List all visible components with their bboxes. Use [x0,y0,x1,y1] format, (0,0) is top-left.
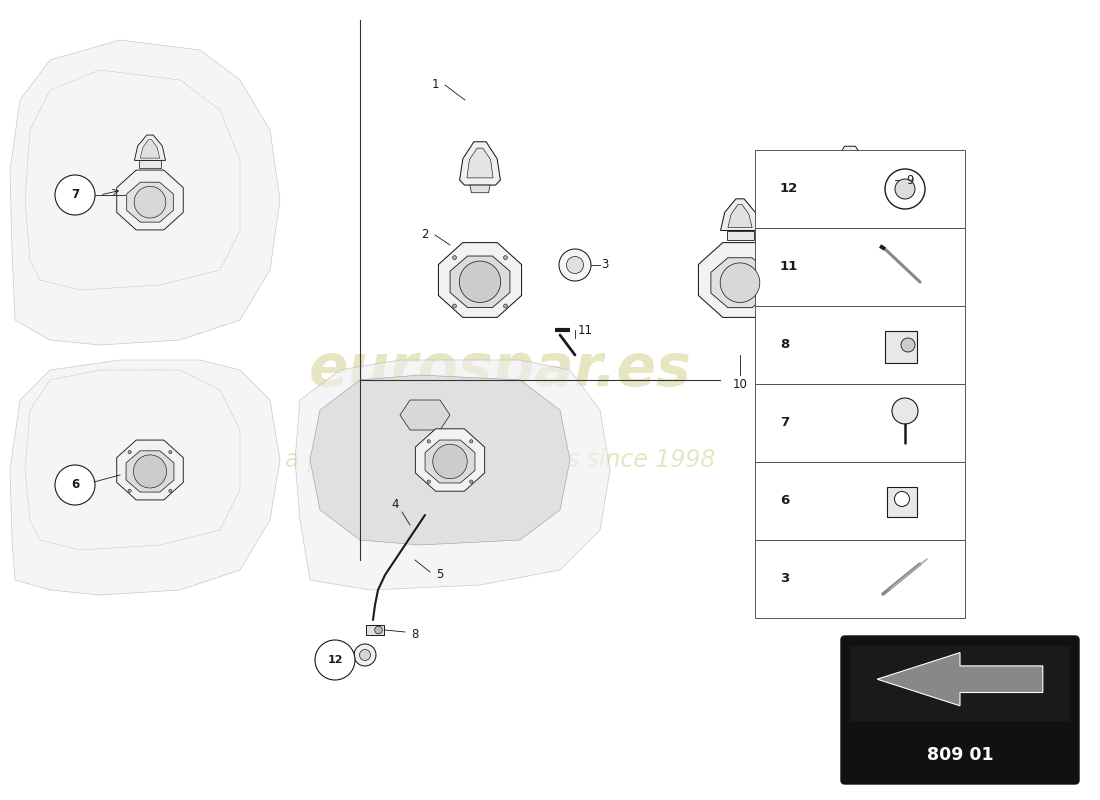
Bar [755,150,965,228]
Text: 11: 11 [578,323,593,337]
Text: 6: 6 [780,494,790,507]
Bar [755,228,965,306]
Text: 3: 3 [780,573,790,586]
Text: 7: 7 [780,417,789,430]
Text: 809 01: 809 01 [926,746,993,764]
Polygon shape [711,258,769,308]
Polygon shape [726,230,754,239]
Bar [755,384,965,462]
Bar [886,331,917,363]
Polygon shape [877,653,1043,706]
Polygon shape [141,140,160,158]
Text: 11: 11 [780,261,799,274]
Text: 12: 12 [328,655,343,665]
Text: 1: 1 [431,78,439,91]
Polygon shape [416,429,485,491]
Text: 5: 5 [437,569,443,582]
Text: eurospar.es: eurospar.es [309,342,692,398]
Polygon shape [126,451,174,492]
Bar [755,540,965,618]
Text: 12: 12 [780,182,799,195]
Circle shape [901,338,915,352]
Text: 8: 8 [411,629,419,642]
Circle shape [55,465,95,505]
Text: 4: 4 [392,498,398,511]
Bar [850,646,1070,722]
Polygon shape [450,256,510,307]
Bar [887,487,917,517]
Circle shape [360,650,371,661]
Polygon shape [720,199,759,230]
Text: 3: 3 [602,258,608,271]
Polygon shape [400,400,450,430]
Text: 9: 9 [906,174,914,186]
Circle shape [168,490,172,492]
Polygon shape [466,148,493,178]
Text: 7: 7 [70,189,79,202]
Text: 2: 2 [421,229,429,242]
Polygon shape [134,135,166,160]
Polygon shape [10,40,280,345]
Circle shape [375,626,383,634]
Circle shape [427,480,430,483]
FancyBboxPatch shape [842,636,1079,784]
Circle shape [427,440,430,443]
Circle shape [128,490,131,492]
Circle shape [134,186,166,218]
Bar [755,306,965,384]
Circle shape [470,480,473,483]
Polygon shape [425,440,475,483]
Text: 6: 6 [70,478,79,491]
Polygon shape [117,170,184,230]
Circle shape [315,640,355,680]
Polygon shape [140,160,161,168]
Polygon shape [698,242,782,318]
Circle shape [892,398,918,424]
Circle shape [895,179,915,199]
Polygon shape [832,146,868,185]
Polygon shape [10,360,280,595]
Polygon shape [728,205,752,228]
Circle shape [168,450,172,454]
Circle shape [128,450,131,454]
Circle shape [452,304,456,308]
Polygon shape [117,440,184,500]
Circle shape [894,491,910,506]
Bar [755,462,965,540]
Text: 8: 8 [780,338,790,351]
Polygon shape [842,185,859,191]
Polygon shape [126,182,174,222]
Circle shape [504,304,507,308]
Polygon shape [838,152,861,178]
Circle shape [504,256,507,259]
Polygon shape [295,360,610,590]
Circle shape [432,444,468,478]
Polygon shape [310,375,570,545]
Circle shape [559,249,591,281]
Circle shape [566,257,583,274]
Circle shape [55,175,95,215]
Circle shape [133,455,166,488]
Circle shape [452,256,456,259]
Polygon shape [439,242,521,318]
Circle shape [354,644,376,666]
Circle shape [470,440,473,443]
Polygon shape [470,185,491,193]
Text: 10: 10 [733,378,747,391]
Polygon shape [460,142,500,185]
Circle shape [720,263,760,302]
Text: a passion for spare parts since 1998: a passion for spare parts since 1998 [285,448,715,472]
Polygon shape [366,625,384,635]
Circle shape [460,261,500,302]
